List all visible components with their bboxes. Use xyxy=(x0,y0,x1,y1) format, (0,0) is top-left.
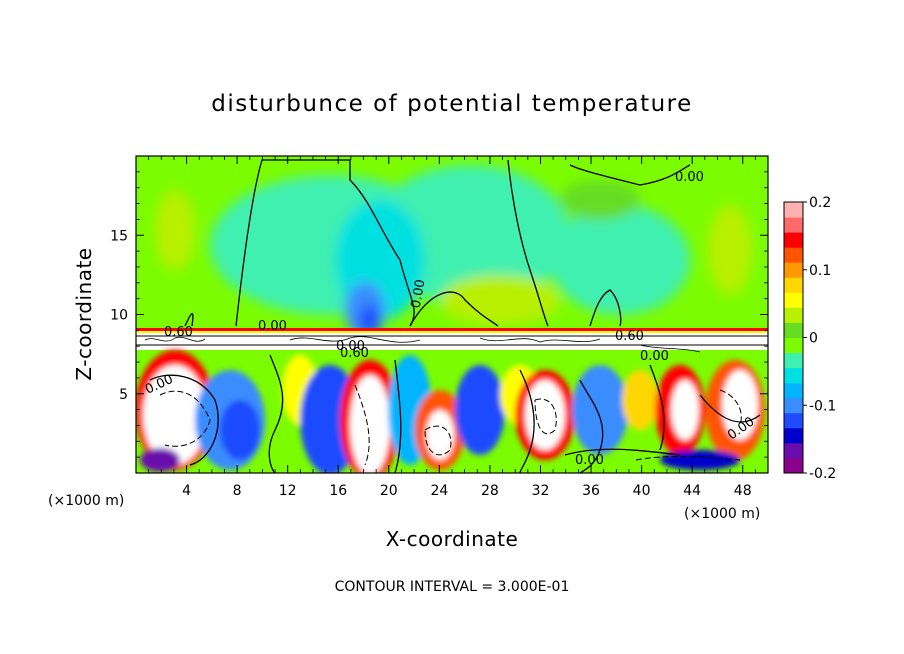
contour-label: 0.00 xyxy=(258,319,287,334)
colorbar-swatch xyxy=(784,292,803,308)
x-tick-label: 12 xyxy=(279,483,297,499)
colorbar-swatch xyxy=(784,352,803,369)
contour-label: 0.00 xyxy=(336,339,365,354)
x-tick-label: 16 xyxy=(329,483,347,499)
contour-label: 0.00 xyxy=(575,453,604,468)
x-tick-label: 28 xyxy=(481,483,499,499)
colorbar-tick-label: 0 xyxy=(809,331,818,347)
colorbar-swatch xyxy=(784,412,803,429)
chart-title: disturbunce of potential temperature xyxy=(211,91,693,117)
colorbar-swatch xyxy=(784,457,803,474)
colorbar-swatch xyxy=(784,202,803,218)
colorbar-swatch xyxy=(784,442,803,459)
x-axis-title: X-coordinate xyxy=(386,527,519,551)
colorbar-swatch xyxy=(784,337,803,354)
contour-label: 0.00 xyxy=(675,170,704,185)
colorbar-swatch xyxy=(784,277,803,293)
colorbar-swatch xyxy=(784,322,803,338)
x-tick-label: 8 xyxy=(233,483,242,499)
colorbar-swatch xyxy=(784,217,803,233)
contour-label: 0.60 xyxy=(164,325,193,340)
colorbar-swatch xyxy=(784,367,803,384)
x-tick-label: 32 xyxy=(532,483,550,499)
y-tick-label: 5 xyxy=(119,387,128,403)
x-axis: 4 8 12 16 20 24 28 32 36 40 44 48 xyxy=(148,156,756,499)
heatmap-field xyxy=(136,156,768,473)
y-unit-label: (×1000 m) xyxy=(48,493,124,509)
contour-label: 0.00 xyxy=(640,349,669,364)
x-tick-label: 40 xyxy=(633,483,651,499)
colorbar-tick-label: 0.2 xyxy=(809,195,831,211)
x-tick-label: 36 xyxy=(582,483,600,499)
contour-label: 0.60 xyxy=(615,329,644,344)
colorbar-tick-label: 0.1 xyxy=(809,263,831,279)
colorbar-swatch xyxy=(784,247,803,263)
x-tick-label: 24 xyxy=(430,483,448,499)
colorbar: 0.2 0.1 0 -0.1 -0.2 xyxy=(783,195,836,482)
colorbar-swatch xyxy=(784,262,803,278)
colorbar-swatch xyxy=(784,427,803,444)
x-tick-label: 48 xyxy=(734,483,752,499)
y-axis: 5 10 15 xyxy=(110,171,768,458)
contour-label: 0.60 xyxy=(340,346,369,361)
contour-label: 0.00 xyxy=(409,278,429,309)
colorbar-tick-label: -0.1 xyxy=(809,398,836,414)
colorbar-tick-label: -0.2 xyxy=(809,466,836,482)
contour-interval-text: CONTOUR INTERVAL = 3.000E-01 xyxy=(335,579,570,595)
colorbar-swatch xyxy=(784,232,803,248)
x-unit-label: (×1000 m) xyxy=(684,506,760,522)
x-tick-label: 4 xyxy=(182,483,191,499)
x-tick-label: 20 xyxy=(380,483,398,499)
y-tick-label: 10 xyxy=(110,308,128,324)
colorbar-swatch xyxy=(784,307,803,323)
colorbar-swatch xyxy=(784,397,803,414)
y-tick-label: 15 xyxy=(110,228,128,244)
colorbar-swatch xyxy=(784,382,803,399)
y-axis-title: Z-coordinate xyxy=(72,247,96,380)
x-tick-label: 44 xyxy=(683,483,701,499)
